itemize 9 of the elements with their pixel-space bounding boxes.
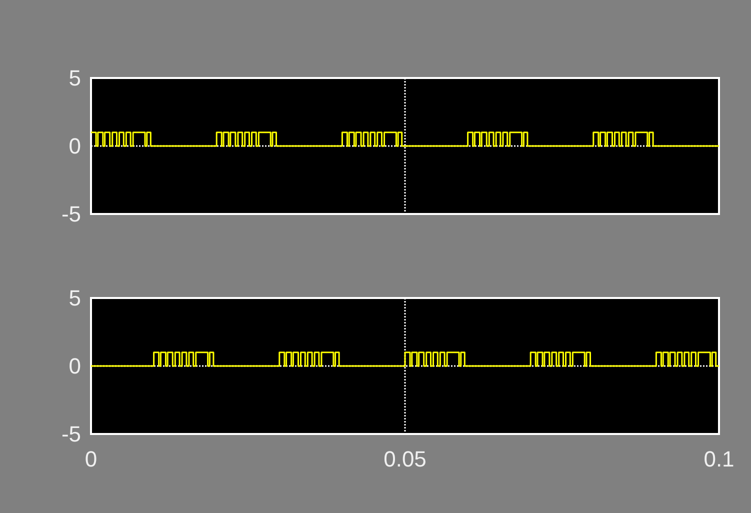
- x-tick-label: 0.1: [704, 446, 734, 472]
- x-tick-label: 0.05: [384, 446, 426, 472]
- y-tick-label: 0: [68, 134, 81, 158]
- x-tick-label: 0: [84, 446, 98, 472]
- y-tick-label: -5: [61, 422, 81, 446]
- y-tick-label: 5: [68, 66, 81, 90]
- y-tick-label: 0: [68, 354, 81, 378]
- y-tick-label: -5: [61, 202, 81, 226]
- y-tick-label: 5: [68, 286, 81, 310]
